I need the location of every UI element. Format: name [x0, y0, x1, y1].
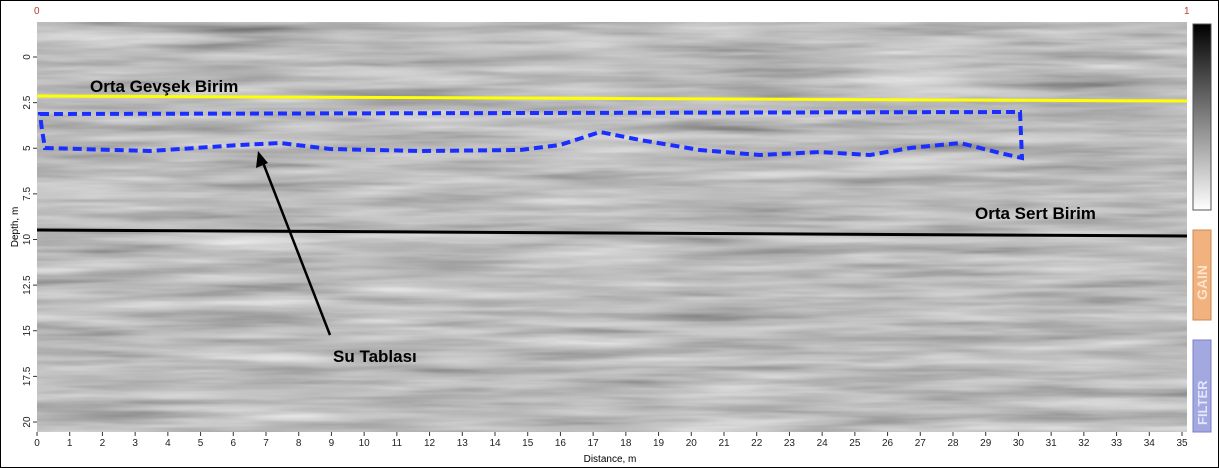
x-axis-label: Distance, m: [584, 454, 637, 465]
y-axis-label: Depth, m: [10, 207, 21, 248]
filter-panel[interactable]: [1192, 339, 1212, 433]
x-tick-label: 30: [1013, 438, 1025, 449]
arrow-shaft: [260, 159, 332, 336]
y-tick-label: 17.5: [22, 366, 33, 386]
x-tick-label: 6: [231, 438, 237, 449]
x-tick-label: 23: [784, 438, 796, 449]
y-tick-label: 20: [22, 416, 33, 428]
gain-panel[interactable]: [1192, 229, 1212, 321]
lower-boundary: [36, 228, 1188, 238]
x-tick-label: 2: [100, 438, 106, 449]
x-tick-label: 28: [947, 438, 959, 449]
x-tick-label: 16: [555, 438, 567, 449]
x-tick-label: 19: [653, 438, 665, 449]
x-tick-label: 10: [359, 438, 371, 449]
y-tick-label: 12.5: [22, 275, 33, 295]
y-tick-label: 15: [22, 325, 33, 337]
y-tick-label: 10: [22, 234, 33, 246]
corner-label: 0: [34, 6, 40, 17]
x-tick-label: 22: [751, 438, 763, 449]
y-tick-label: 5: [22, 145, 33, 151]
x-tick-label: 12: [424, 438, 436, 449]
x-tick-label: 32: [1078, 438, 1090, 449]
corner-label: 1: [1184, 6, 1190, 17]
x-tick-label: 20: [686, 438, 698, 449]
x-tick-label: 0: [34, 438, 40, 449]
x-tick-label: 14: [489, 438, 501, 449]
x-tick-label: 34: [1144, 438, 1156, 449]
y-tick-label: 2.5: [22, 95, 33, 109]
x-tick-label: 18: [620, 438, 632, 449]
upper-unit-label: Orta Gevşek Birim: [90, 77, 238, 96]
x-tick-label: 24: [817, 438, 829, 449]
x-tick-label: 25: [849, 438, 861, 449]
x-tick-label: 7: [263, 438, 269, 449]
x-tick-label: 27: [915, 438, 927, 449]
x-tick-label: 31: [1046, 438, 1058, 449]
filter-label: FILTER: [1195, 380, 1210, 425]
x-tick-label: 21: [718, 438, 730, 449]
x-tick-label: 15: [522, 438, 534, 449]
x-tick-label: 9: [329, 438, 335, 449]
x-tick-label: 17: [588, 438, 600, 449]
y-tick-label: 0: [22, 54, 33, 60]
water-zone-outline: [37, 109, 1025, 161]
x-tick-label: 4: [165, 438, 171, 449]
radargram: [37, 22, 1187, 432]
x-tick-label: 33: [1111, 438, 1123, 449]
x-tick-label: 29: [980, 438, 992, 449]
gain-label: GAIN: [1194, 265, 1210, 300]
x-tick-label: 11: [392, 438, 403, 449]
upper-boundary: [36, 94, 1188, 103]
x-tick-label: 35: [1176, 438, 1188, 449]
y-tick-label: 7.5: [22, 186, 33, 200]
x-tick-label: 26: [882, 438, 894, 449]
x-tick-label: 8: [296, 438, 302, 449]
arrow-head: [256, 151, 268, 168]
x-tick-label: 13: [457, 438, 469, 449]
color-bar: [1192, 23, 1212, 211]
water-table-label: Su Tablası: [333, 347, 417, 366]
x-tick-label: 5: [198, 438, 204, 449]
lower-unit-label: Orta Sert Birim: [975, 204, 1096, 223]
x-tick-label: 3: [132, 438, 138, 449]
x-tick-label: 1: [67, 438, 73, 449]
